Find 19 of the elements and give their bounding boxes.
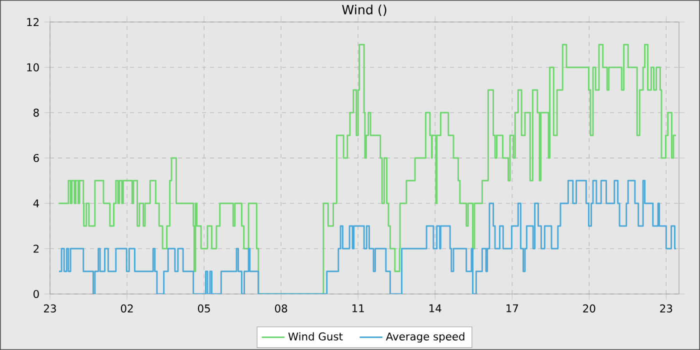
x-tick-label: 23 bbox=[660, 304, 672, 312]
y-tick-label: 10 bbox=[27, 63, 39, 72]
x-tick-label: 14 bbox=[429, 304, 442, 312]
legend-label: Average speed bbox=[386, 332, 464, 343]
chart-title: Wind () bbox=[342, 4, 386, 16]
x-tick-label: 17 bbox=[506, 304, 518, 312]
x-tick-label: 11 bbox=[352, 304, 364, 312]
y-tick-label: 12 bbox=[27, 18, 39, 26]
x-tick-label: 23 bbox=[44, 304, 56, 312]
y-tick-label: 6 bbox=[34, 154, 39, 162]
y-tick-label: 4 bbox=[33, 199, 39, 208]
legend-label: Wind Gust bbox=[288, 332, 343, 340]
y-tick-label: 8 bbox=[34, 108, 39, 117]
x-tick-label: 08 bbox=[274, 304, 288, 312]
y-tick-label: 2 bbox=[34, 244, 39, 253]
x-tick-label: 02 bbox=[120, 304, 133, 312]
y-tick-label: 0 bbox=[34, 290, 39, 298]
x-tick-label: 05 bbox=[198, 304, 210, 312]
x-tick-label: 20 bbox=[583, 304, 596, 312]
